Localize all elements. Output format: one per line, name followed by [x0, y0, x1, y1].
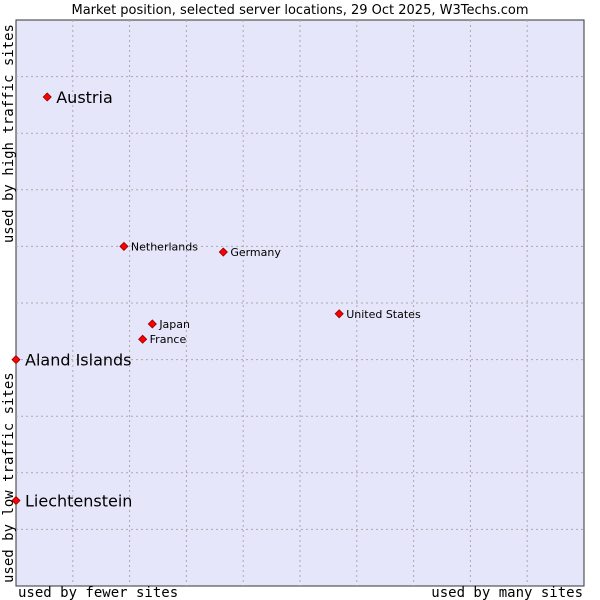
- y-axis-label-top: used by high traffic sites: [1, 24, 17, 243]
- point-marker-liechtenstein: [11, 495, 21, 506]
- chart-title: Market position, selected server locatio…: [71, 3, 528, 18]
- point-label-japan: Japan: [158, 318, 190, 331]
- point-label-netherlands: Netherlands: [131, 240, 198, 253]
- point-label-austria: Austria: [56, 88, 113, 107]
- point-marker-aland-islands: [11, 355, 21, 365]
- point-label-united-states: United States: [346, 308, 421, 321]
- point-marker-united-states: [334, 309, 344, 319]
- point-marker-japan: [147, 319, 157, 329]
- point-marker-austria: [42, 92, 52, 102]
- point-marker-france: [138, 334, 148, 344]
- y-axis-label-bottom: used by low traffic sites: [1, 372, 17, 583]
- data-points: Austria Netherlands Germany United States Ja…: [11, 88, 421, 511]
- point-marker-netherlands: [119, 241, 129, 251]
- grid-lines: [16, 20, 584, 586]
- point-label-france: France: [150, 333, 187, 346]
- point-label-germany: Germany: [230, 246, 281, 259]
- point-label-liechtenstein: Liechtenstein: [25, 492, 132, 511]
- x-axis-label-left: used by fewer sites: [18, 585, 178, 600]
- point-label-aland-islands: Aland Islands: [25, 351, 132, 370]
- point-marker-germany: [218, 247, 228, 257]
- x-axis-label-right: used by many sites: [431, 585, 583, 600]
